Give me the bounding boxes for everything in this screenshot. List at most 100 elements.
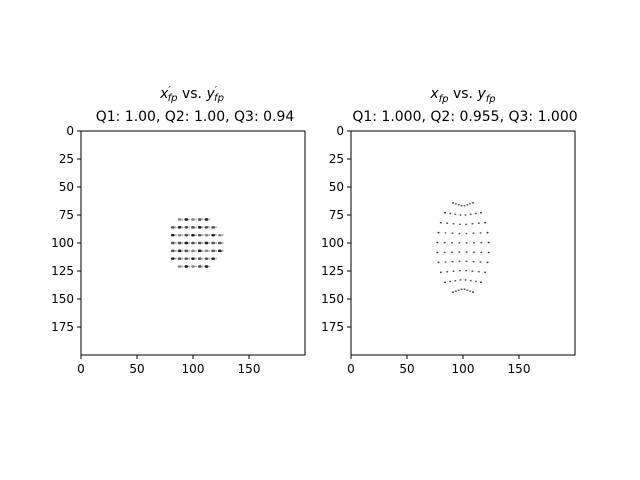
x-tick-label: 50 [399,362,414,376]
pixel-dot [194,234,197,237]
pixel-dot [439,221,442,224]
y-tick-label: 50 [329,180,344,194]
pixel-dot [451,251,454,254]
pixel-dot [477,270,480,273]
pixel-dot [201,218,204,221]
pixel-dot [465,251,468,253]
pixel-dot [484,221,487,224]
pixel-dot [211,257,216,261]
x-tick-label: 0 [77,362,85,376]
pixel-dot [452,201,455,204]
pixel-dot [187,234,191,237]
pixel-dot [208,249,211,252]
pixel-dot [458,269,461,272]
panel-right-x-axis: 0 50 100 150 [347,355,530,376]
pixel-dot [449,212,452,215]
pixel-dot [217,233,222,237]
pixel-dot [221,234,224,237]
y-tick-label: 175 [321,320,344,334]
pixel-dot [465,223,468,226]
pixel-dot [194,257,197,260]
pixel-dot [443,251,446,254]
pixel-dot [170,257,175,261]
pixel-dot [177,265,182,268]
x-tick-label: 150 [238,362,261,376]
pixel-dot [197,265,202,268]
y-tick-label: 100 [321,236,344,250]
pixel-dot [214,249,218,252]
pixel-dot [177,218,182,221]
pixel-dot [444,211,447,214]
pixel-dot [469,290,472,293]
pixel-dot [181,249,184,252]
pixel-dot [208,234,211,237]
pixel-dot [469,202,472,205]
panel-right-axes [350,130,576,356]
pixel-dot [201,234,204,237]
pixel-dot [472,241,475,244]
x-tick-label: 0 [347,362,355,376]
pixel-dot [214,226,218,229]
pixel-dot [211,241,216,245]
y-tick-label: 50 [59,180,74,194]
pixel-dot [472,251,475,254]
pixel-dot [452,270,455,273]
pixel-dot [184,218,189,221]
pixel-dot [191,241,195,245]
pixel-dot [201,257,204,260]
pixel-dot [436,251,439,254]
pixel-dot [208,257,211,260]
pixel-dot [221,249,224,252]
pixel-dot [436,241,439,244]
pixel-dot [446,222,449,225]
pixel-dot [458,232,461,235]
pixel-dot [187,226,191,229]
x-tick-label: 100 [452,362,475,376]
panel-right-y-axis: 0 25 50 75 100 125 150 175 [321,124,351,334]
pixel-dot [184,241,189,245]
pixel-dot [479,281,482,284]
pixel-dot [184,233,189,237]
pixel-dot [474,280,477,283]
pixel-dot [437,231,440,234]
panel-left-image [170,218,224,268]
pixel-dot [204,257,209,261]
y-tick-label: 25 [59,152,74,166]
y-tick-label: 0 [336,124,344,138]
pixel-dot [174,257,177,260]
pixel-dot [465,241,468,244]
pixel-dot [454,202,457,205]
y-tick-label: 75 [329,208,344,222]
pixel-dot [214,257,218,260]
pixel-dot [451,260,454,263]
pixel-dot [208,226,211,229]
pixel-dot [446,270,449,273]
pixel-dot [471,270,474,273]
pixel-dot [187,241,191,245]
pixel-dot [484,271,487,274]
pixel-dot [181,218,184,221]
pixel-dot [197,257,202,261]
pixel-dot [477,222,480,225]
pixel-dot [471,291,474,293]
pixel-dot [181,226,184,229]
pixel-dot [184,249,189,253]
pixel-dot [174,234,177,237]
pixel-dot [463,204,466,207]
panel-left-y-axis: 0 25 50 75 100 125 150 175 [51,124,81,334]
pixel-dot [464,214,467,216]
pixel-dot [201,226,204,229]
pixel-dot [479,211,482,214]
pixel-dot [451,241,454,244]
pixel-dot [479,261,482,263]
pixel-dot [465,260,468,263]
pixel-dot [194,249,197,252]
pixel-dot [487,241,490,244]
pixel-dot [204,265,209,268]
pixel-dot [480,241,483,244]
pixel-dot [211,225,216,229]
pixel-dot [194,265,197,268]
pixel-dot [187,249,191,252]
pixel-dot [211,233,216,237]
pixel-dot [194,241,197,245]
